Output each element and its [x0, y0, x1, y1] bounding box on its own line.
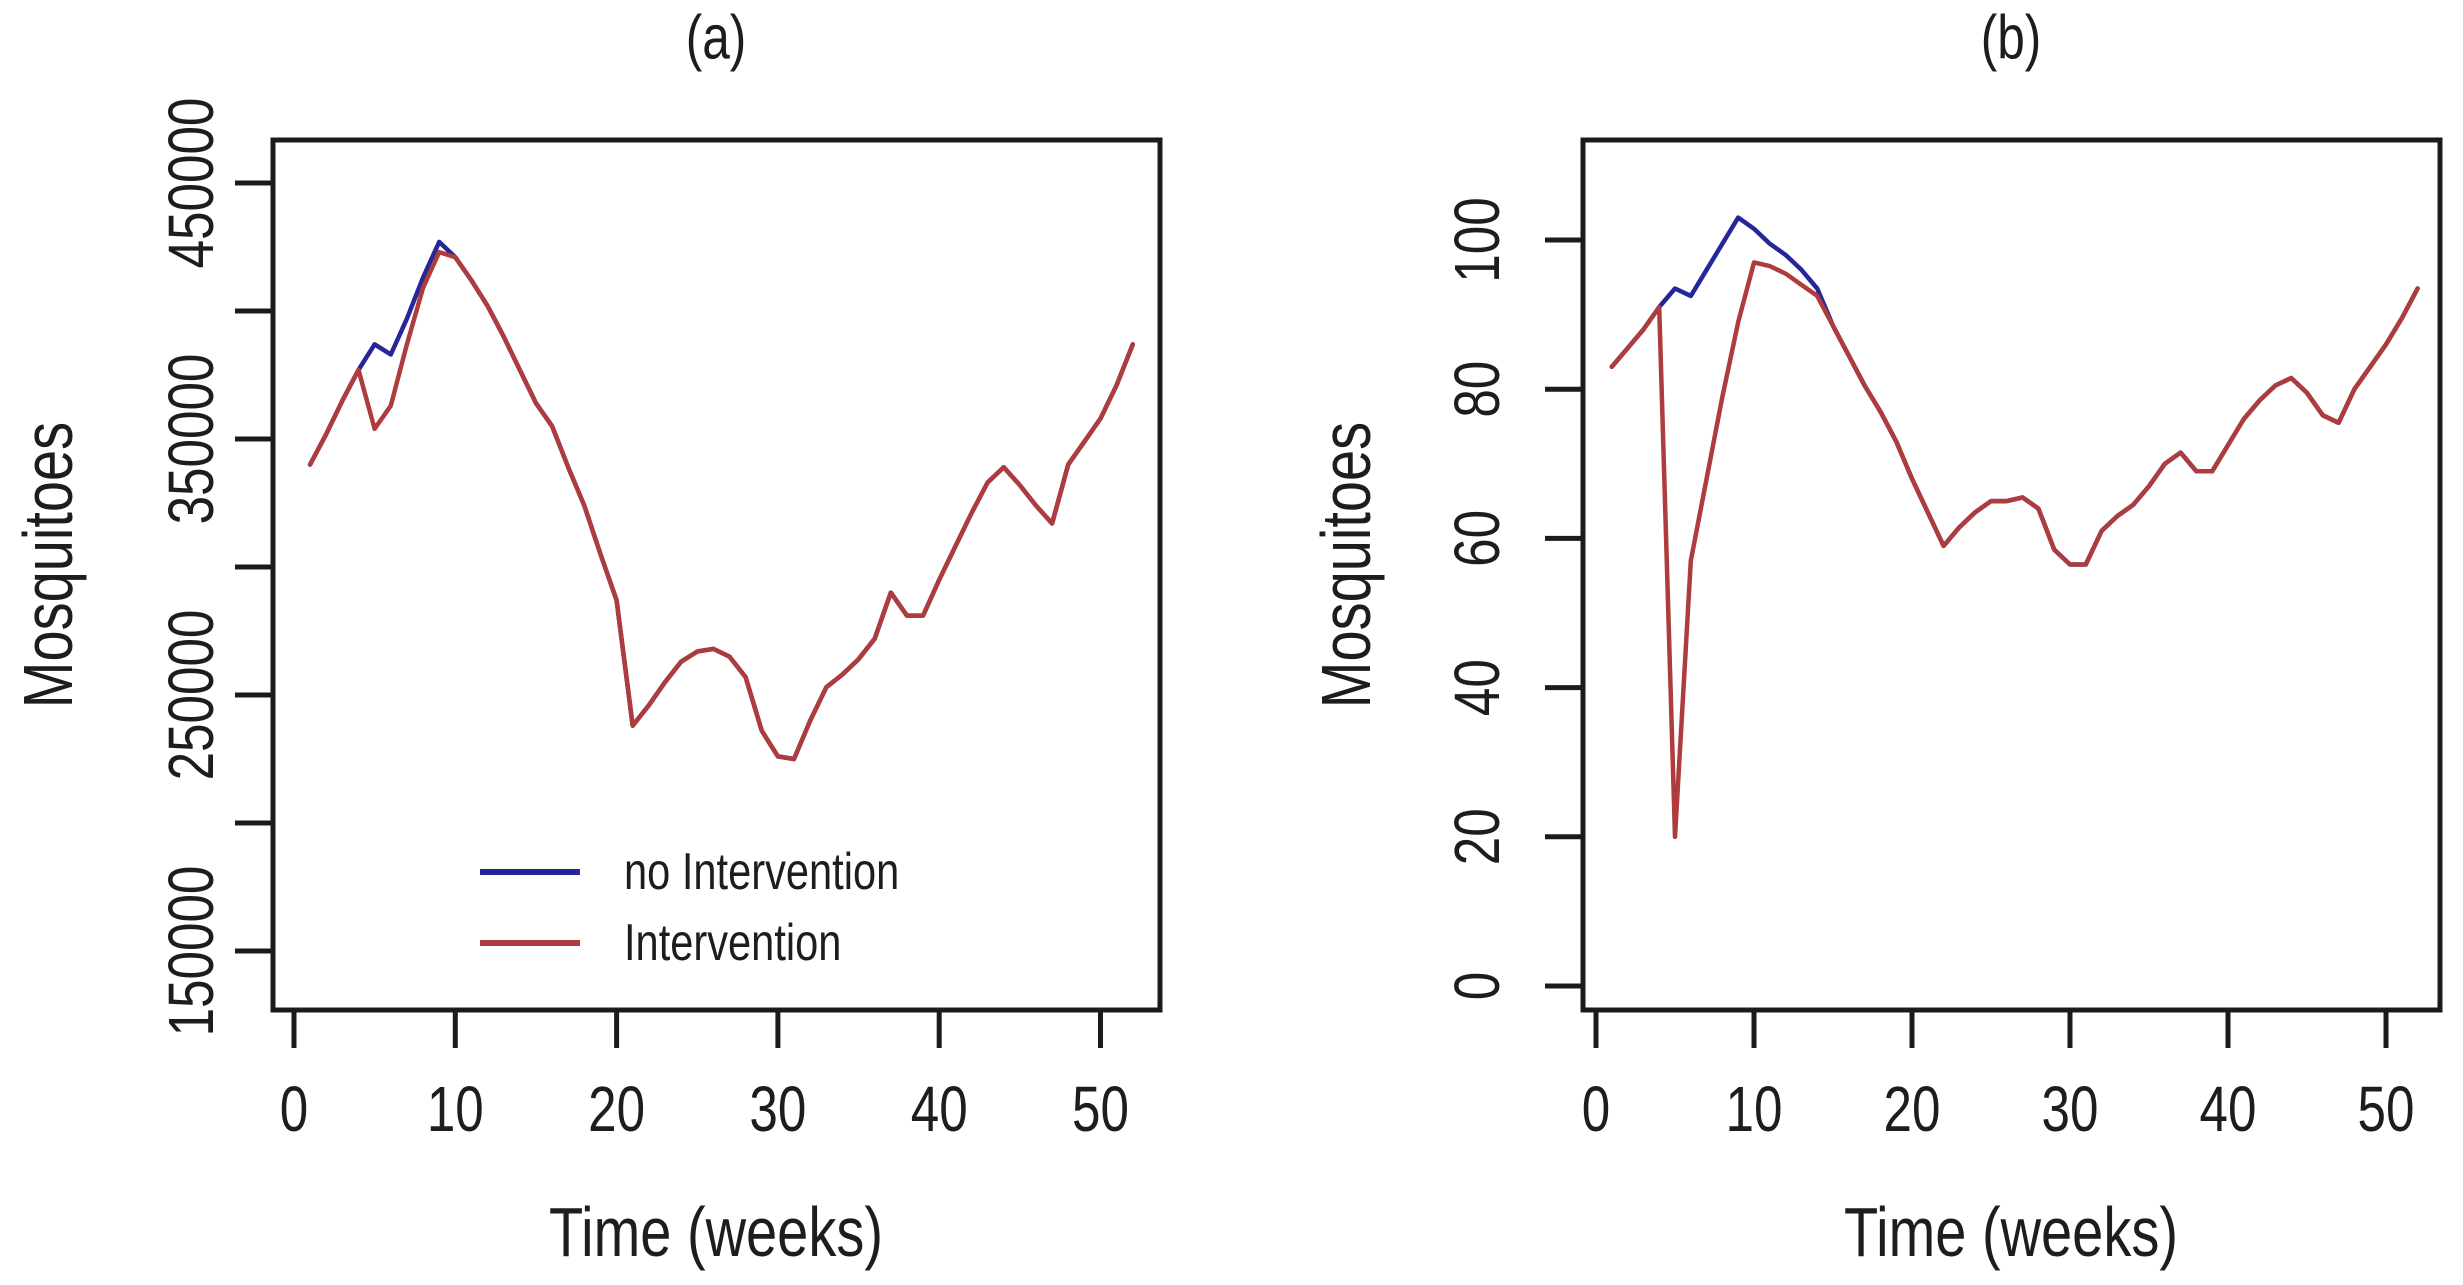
y-tick-label-a: 450000 [157, 98, 228, 269]
y-tick-label-a: 350000 [157, 354, 228, 525]
y-tick-label-b: 20 [1443, 808, 1514, 865]
x-tick-label-a: 0 [280, 1075, 308, 1146]
legend-line-no-intervention [480, 869, 580, 875]
panel-a-xlabel: Time (weeks) [549, 1193, 883, 1271]
x-tick-label-b: 50 [2358, 1075, 2415, 1146]
x-tick-label-a: 10 [427, 1075, 484, 1146]
x-tick-label-a: 30 [749, 1075, 806, 1146]
y-tick-label-b: 40 [1443, 659, 1514, 716]
y-tick-label-b: 0 [1443, 972, 1514, 1000]
legend-item-intervention: Intervention [480, 913, 896, 973]
panel-b-ylabel: Mosquitoes [1307, 421, 1385, 709]
y-tick-label-b: 100 [1443, 197, 1514, 282]
plot-box-b [1580, 137, 2443, 1013]
x-tick-label-b: 0 [1582, 1075, 1610, 1146]
x-tick-label-b: 30 [2042, 1075, 2099, 1146]
x-tick-label-b: 10 [1726, 1075, 1783, 1146]
x-tick-label-a: 20 [588, 1075, 645, 1146]
series-line-b-no-intervention [1609, 215, 2420, 567]
legend-label-no-intervention: no Intervention [624, 843, 900, 901]
legend-item-no-intervention: no Intervention [480, 842, 968, 902]
panel-b-xlabel: Time (weeks) [1844, 1193, 2178, 1271]
x-tick-label-b: 40 [2200, 1075, 2257, 1146]
x-tick-label-a: 40 [911, 1075, 968, 1146]
plot-box-a [270, 137, 1163, 1013]
panel-a-ylabel: Mosquitoes [9, 421, 87, 709]
legend-label-intervention: Intervention [624, 914, 842, 972]
panel-a-title: (a) [685, 3, 747, 73]
series-line-a-no-intervention [307, 239, 1136, 762]
legend-line-intervention [480, 940, 580, 946]
y-tick-label-a: 250000 [157, 610, 228, 781]
x-tick-label-a: 50 [1072, 1075, 1129, 1146]
y-tick-label-b: 80 [1443, 361, 1514, 418]
series-line-a-intervention [307, 249, 1136, 762]
panel-b-title: (b) [1980, 3, 2042, 73]
x-tick-label-b: 20 [1884, 1075, 1941, 1146]
series-line-b-intervention [1609, 260, 2420, 840]
y-tick-label-a: 150000 [157, 866, 228, 1037]
y-tick-label-b: 60 [1443, 510, 1514, 567]
